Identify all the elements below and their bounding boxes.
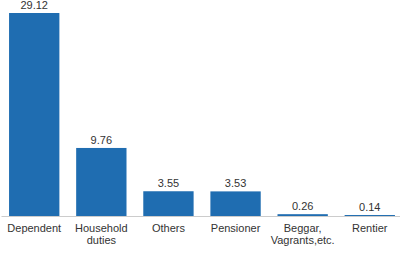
bar	[210, 191, 260, 216]
data-label: 29.12	[20, 0, 48, 11]
bar	[9, 13, 59, 216]
bars	[9, 13, 395, 216]
tick-label: Dependent	[7, 222, 61, 234]
tick: Rentier	[352, 216, 388, 234]
tick: Pensioner	[211, 216, 261, 234]
x-axis: Dependent Householdduties Others Pensioner B…	[2, 216, 400, 246]
tick-label: Beggar,Vagrants,etc.	[271, 222, 335, 246]
tick: Others	[152, 216, 186, 234]
tick-label: Pensioner	[211, 222, 261, 234]
chart: 29.12 9.76 3.55 3.53 0.26 0.14 Dependent Househ…	[0, 0, 400, 261]
tick-label: Rentier	[352, 222, 388, 234]
tick-label: Householdduties	[75, 222, 128, 246]
data-labels: 29.12 9.76 3.55 3.53 0.26 0.14	[20, 0, 380, 213]
data-label: 3.55	[158, 177, 179, 189]
axis-line	[2, 216, 400, 217]
bar	[76, 148, 126, 216]
data-label: 0.26	[292, 200, 313, 212]
data-label: 3.53	[225, 177, 246, 189]
data-label: 9.76	[91, 134, 112, 146]
tick: Dependent	[7, 216, 61, 234]
tick: Householdduties	[75, 216, 128, 246]
data-label: 0.14	[359, 201, 380, 213]
bar	[345, 215, 395, 216]
tick: Beggar,Vagrants,etc.	[271, 216, 335, 246]
tick-label: Others	[152, 222, 186, 234]
bar	[278, 214, 328, 216]
bar	[143, 191, 193, 216]
